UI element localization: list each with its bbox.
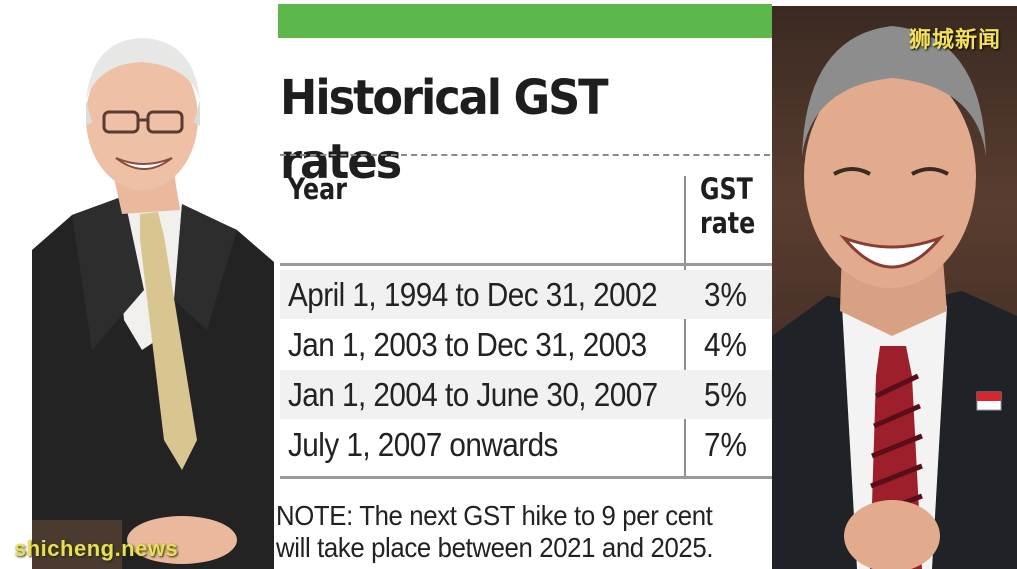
portrait-man-grey-hair-illustration [32, 38, 274, 569]
watermark-top-right: 狮城新闻 [908, 27, 1001, 52]
photo-left-portrait [32, 0, 274, 569]
footnote-line2: will take place between 2021 and 2025. [276, 532, 714, 563]
column-header-gst-rate: GST rate [700, 172, 755, 240]
cell-rate: 3% [704, 276, 747, 313]
header-accent-bar [278, 4, 772, 38]
cell-year: April 1, 1994 to Dec 31, 2002 [288, 276, 658, 313]
cell-rate: 5% [704, 376, 747, 413]
cell-rate: 7% [704, 426, 747, 463]
footnote: NOTE: The next GST hike to 9 per cent wi… [276, 500, 733, 564]
table-row: April 1, 1994 to Dec 31, 2002 3% [280, 270, 772, 319]
table-bottom-rule [280, 476, 772, 479]
title-divider [280, 154, 770, 156]
footnote-line1: NOTE: The next GST hike to 9 per cent [276, 500, 713, 531]
cell-year: Jan 1, 2004 to June 30, 2007 [288, 376, 658, 413]
gst-rates-infographic: Historical GST rates Year GST rate April… [276, 0, 773, 569]
infographic-title: Historical GST rates [280, 70, 609, 190]
column-header-year: Year [288, 172, 347, 206]
column-header-gst-rate-line1: GST [700, 172, 753, 206]
header-rule [280, 263, 772, 266]
portrait-man-laughing-illustration [772, 26, 1017, 569]
photo-right-portrait: 狮城新闻 [772, 6, 1017, 569]
watermark-bottom-left: shicheng.news [14, 536, 179, 561]
cell-year: Jan 1, 2003 to Dec 31, 2003 [288, 326, 647, 363]
cell-rate: 4% [704, 326, 747, 363]
table-row: Jan 1, 2004 to June 30, 2007 5% [280, 370, 772, 419]
table-row: Jan 1, 2003 to Dec 31, 2003 4% [280, 320, 772, 369]
column-header-gst-rate-line2: rate [700, 206, 756, 240]
column-divider [684, 176, 686, 476]
table-row: July 1, 2007 onwards 7% [280, 420, 772, 469]
cell-year: July 1, 2007 onwards [288, 426, 558, 463]
